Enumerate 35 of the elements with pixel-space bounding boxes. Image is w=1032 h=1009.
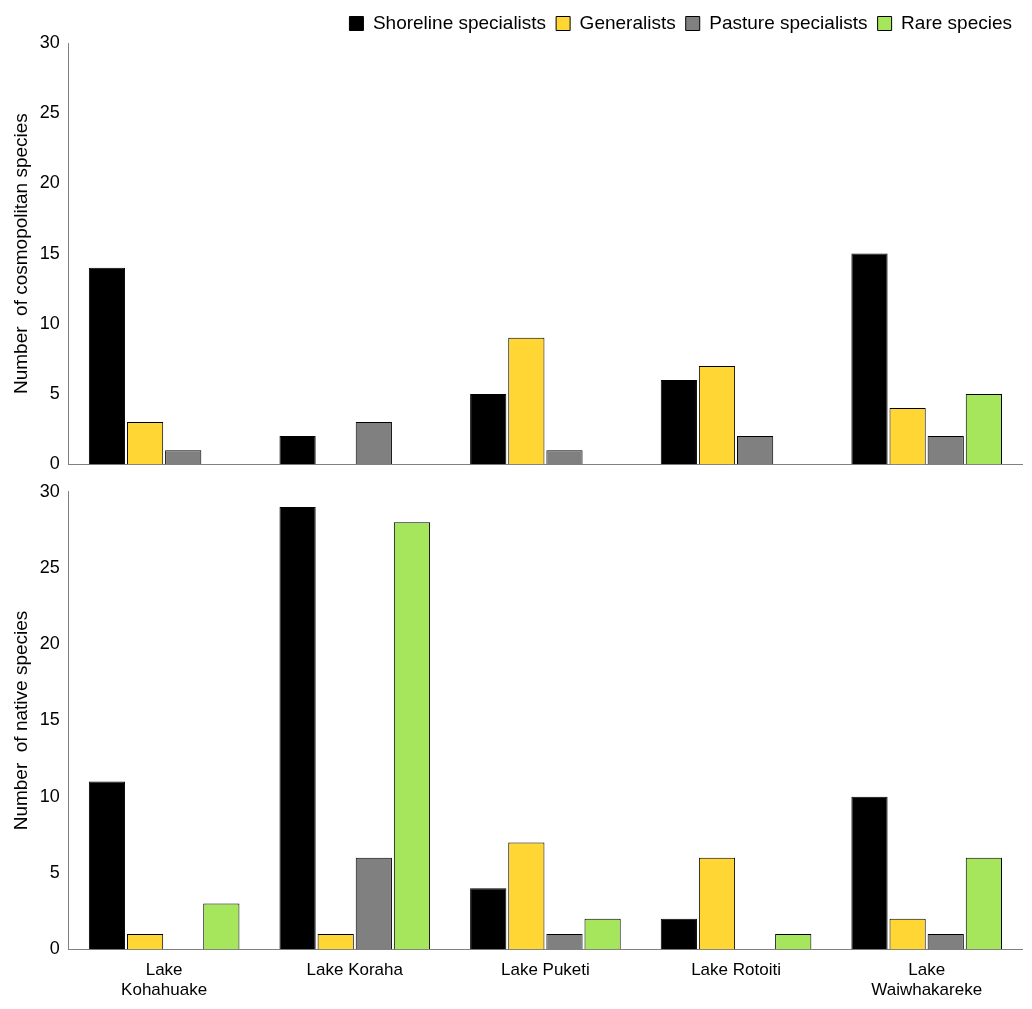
bar bbox=[279, 436, 316, 465]
legend-label: Shoreline specialists bbox=[372, 11, 547, 33]
y-tick-label: 20 bbox=[39, 633, 60, 654]
x-tick-label: Lake Rotoiti bbox=[691, 960, 781, 980]
y-tick-label: 15 bbox=[39, 242, 60, 263]
bar bbox=[88, 267, 126, 465]
bar bbox=[470, 888, 507, 950]
y-tick-label: 15 bbox=[39, 709, 60, 730]
x-tick-label: Lake Waiwhakareke bbox=[871, 960, 983, 1000]
bar bbox=[851, 253, 888, 465]
y-tick-label: 30 bbox=[39, 31, 60, 52]
y-tick-label: 30 bbox=[39, 480, 60, 501]
y-tick-label: 10 bbox=[39, 785, 60, 806]
legend-label: Rare species bbox=[901, 11, 1013, 33]
y-tick-label: 5 bbox=[49, 382, 60, 403]
bar bbox=[660, 379, 697, 465]
bar bbox=[660, 918, 697, 950]
x-tick-label: Lake Kohahuake bbox=[121, 960, 208, 1000]
y-axis-title: Number of native species bbox=[9, 610, 31, 831]
y-tick-label: 0 bbox=[49, 453, 60, 474]
y-tick-label: 20 bbox=[39, 172, 60, 193]
y-tick-label: 0 bbox=[49, 938, 60, 959]
x-tick-label: Lake Puketi bbox=[500, 960, 590, 980]
bar bbox=[470, 394, 507, 465]
y-tick-label: 10 bbox=[39, 312, 60, 333]
y-tick-label: 5 bbox=[49, 861, 60, 882]
bar bbox=[88, 781, 126, 950]
legend-label: Pasture specialists bbox=[709, 11, 868, 33]
y-axis-title: Number of cosmopolitan species bbox=[9, 113, 31, 395]
x-tick-label: Lake Koraha bbox=[306, 960, 404, 980]
bar bbox=[279, 507, 316, 950]
bar bbox=[851, 796, 888, 950]
y-tick-label: 25 bbox=[39, 102, 60, 123]
legend-label: Generalists bbox=[579, 11, 676, 33]
y-tick-label: 25 bbox=[39, 557, 60, 577]
